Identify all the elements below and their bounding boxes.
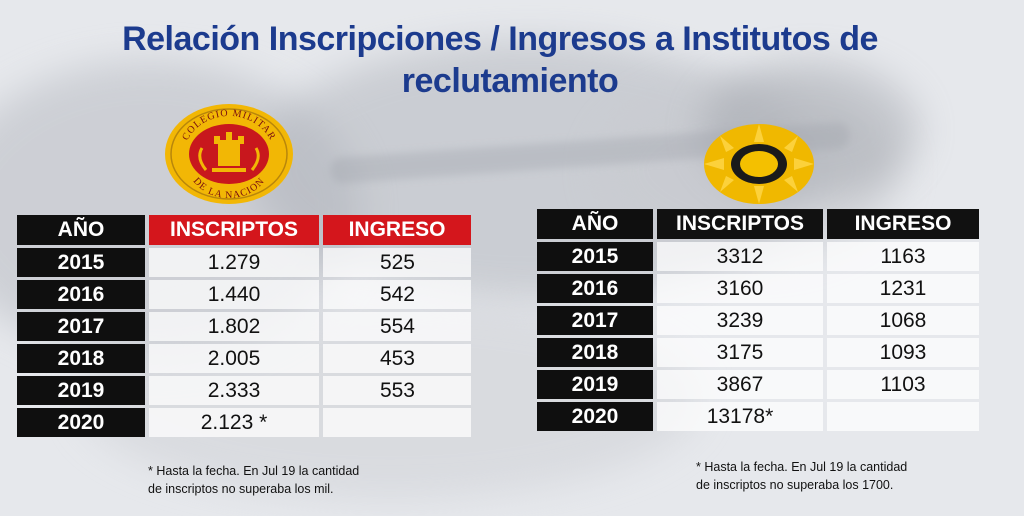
table-row: 2017 3239 1068 — [537, 306, 979, 335]
footnote-left-line-2: de inscriptos no superaba los mil. — [148, 482, 334, 496]
rosette-emblem — [704, 124, 814, 204]
cell-inscriptos: 1.279 — [149, 248, 319, 277]
footnote-right-line-2: de inscriptos no superaba los 1700. — [696, 478, 894, 492]
cell-ingreso — [827, 402, 979, 431]
cell-year: 2018 — [537, 338, 653, 367]
table-row: 2020 2.123 * — [17, 408, 471, 437]
table-header-row: AÑO INSCRIPTOS INGRESO — [17, 215, 471, 245]
cell-year: 2020 — [17, 408, 145, 437]
cell-ingreso: 554 — [323, 312, 471, 341]
cell-ingreso: 1068 — [827, 306, 979, 335]
cell-year: 2019 — [17, 376, 145, 405]
cell-inscriptos: 2.333 — [149, 376, 319, 405]
table-row: 2015 3312 1163 — [537, 242, 979, 271]
table-right-institute: AÑO INSCRIPTOS INGRESO 2015 3312 1163 20… — [533, 206, 983, 434]
cell-inscriptos: 3175 — [657, 338, 823, 367]
header-ano: AÑO — [17, 215, 145, 245]
table-row: 2019 3867 1103 — [537, 370, 979, 399]
cell-year: 2016 — [17, 280, 145, 309]
cell-ingreso: 542 — [323, 280, 471, 309]
table-row: 2016 3160 1231 — [537, 274, 979, 303]
cell-inscriptos: 3160 — [657, 274, 823, 303]
table-row: 2019 2.333 553 — [17, 376, 471, 405]
cell-year: 2017 — [17, 312, 145, 341]
colegio-militar-emblem: COLEGIO MILITAR DE LA NACION — [165, 104, 293, 204]
table-row: 2015 1.279 525 — [17, 248, 471, 277]
cell-inscriptos: 1.440 — [149, 280, 319, 309]
cell-inscriptos: 13178* — [657, 402, 823, 431]
cell-year: 2015 — [17, 248, 145, 277]
cell-ingreso: 1231 — [827, 274, 979, 303]
footnote-left: * Hasta la fecha. En Jul 19 la cantidad … — [148, 462, 388, 498]
table-header-row: AÑO INSCRIPTOS INGRESO — [537, 209, 979, 239]
footnote-right: * Hasta la fecha. En Jul 19 la cantidad … — [696, 458, 936, 494]
cell-year: 2016 — [537, 274, 653, 303]
table-row: 2018 2.005 453 — [17, 344, 471, 373]
cell-year: 2019 — [537, 370, 653, 399]
cell-ingreso — [323, 408, 471, 437]
cell-ingreso: 1163 — [827, 242, 979, 271]
footnote-left-line-1: * Hasta la fecha. En Jul 19 la cantidad — [148, 464, 360, 478]
cell-year: 2018 — [17, 344, 145, 373]
header-ingreso: INGRESO — [323, 215, 471, 245]
cell-year: 2017 — [537, 306, 653, 335]
cell-inscriptos: 2.123 * — [149, 408, 319, 437]
table-row: 2020 13178* — [537, 402, 979, 431]
cell-inscriptos: 3312 — [657, 242, 823, 271]
table-colegio-militar: AÑO INSCRIPTOS INGRESO 2015 1.279 525 20… — [13, 212, 475, 440]
cell-inscriptos: 1.802 — [149, 312, 319, 341]
cell-inscriptos: 2.005 — [149, 344, 319, 373]
cell-inscriptos: 3239 — [657, 306, 823, 335]
cell-ingreso: 553 — [323, 376, 471, 405]
cell-ingreso: 525 — [323, 248, 471, 277]
cell-inscriptos: 3867 — [657, 370, 823, 399]
cell-ingreso: 1103 — [827, 370, 979, 399]
header-ano: AÑO — [537, 209, 653, 239]
header-ingreso: INGRESO — [827, 209, 979, 239]
cell-ingreso: 1093 — [827, 338, 979, 367]
cell-year: 2015 — [537, 242, 653, 271]
title-line-1: Relación Inscripciones / Ingresos a Inst… — [122, 20, 878, 58]
page-title: Relación Inscripciones / Ingresos a Inst… — [0, 18, 1000, 102]
cell-ingreso: 453 — [323, 344, 471, 373]
table-row: 2018 3175 1093 — [537, 338, 979, 367]
footnote-right-line-1: * Hasta la fecha. En Jul 19 la cantidad — [696, 460, 908, 474]
title-line-2: reclutamiento — [401, 62, 619, 100]
table-row: 2017 1.802 554 — [17, 312, 471, 341]
cell-year: 2020 — [537, 402, 653, 431]
table-row: 2016 1.440 542 — [17, 280, 471, 309]
header-inscriptos: INSCRIPTOS — [149, 215, 319, 245]
header-inscriptos: INSCRIPTOS — [657, 209, 823, 239]
